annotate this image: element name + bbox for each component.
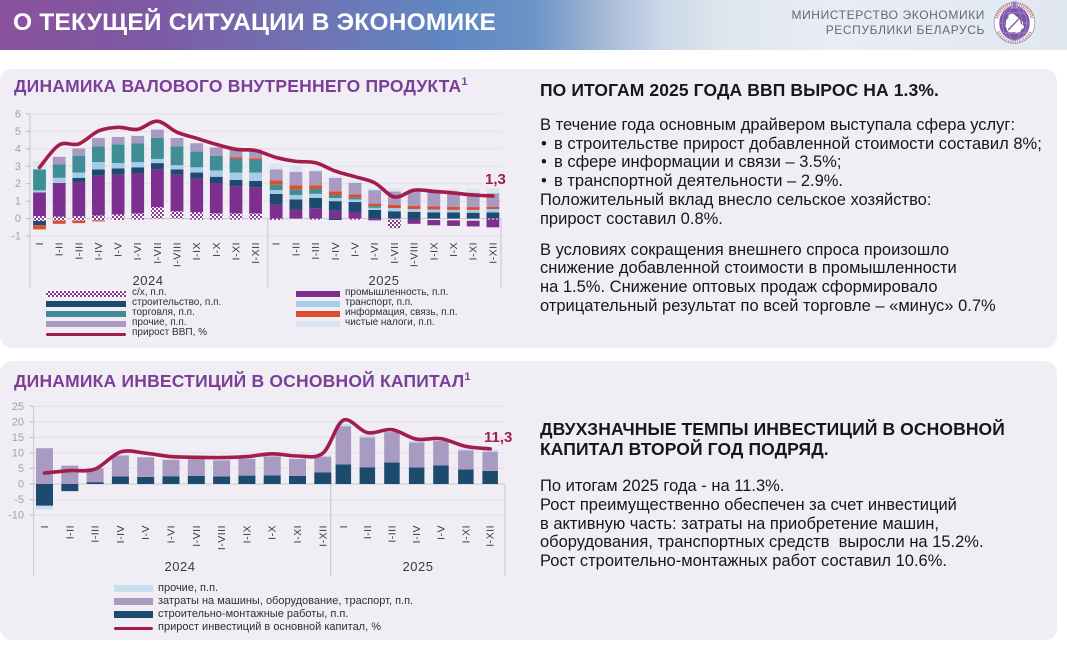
svg-text:0: 0 [18,479,24,491]
svg-text:11,3: 11,3 [484,429,512,446]
svg-text:I-VI: I-VI [132,242,144,260]
svg-text:5: 5 [18,463,24,475]
svg-text:I-VI: I-VI [166,525,178,543]
svg-text:I-XI: I-XI [468,242,480,260]
svg-text:-5: -5 [14,494,24,506]
svg-text:I-II: I-II [64,525,76,539]
svg-text:6: 6 [15,108,21,120]
svg-text:I-IV: I-IV [411,525,423,543]
svg-text:I-V: I-V [436,525,448,540]
svg-text:I-VII: I-VII [191,525,203,547]
svg-text:I-XII: I-XII [250,242,262,264]
svg-text:I: I [338,525,350,528]
svg-text:0: 0 [15,213,21,225]
svg-text:I-XI: I-XI [231,242,243,260]
svg-text:I-VI: I-VI [369,242,381,260]
svg-text:3: 3 [15,161,21,173]
svg-text:15: 15 [12,432,24,444]
svg-text:5: 5 [15,126,21,138]
svg-text:2025: 2025 [369,273,400,288]
svg-text:I-IX: I-IX [191,242,203,260]
svg-text:I-VIII: I-VIII [409,242,421,267]
svg-text:I-II: I-II [54,242,66,256]
svg-text:4: 4 [15,143,21,155]
svg-text:I-IX: I-IX [428,242,440,260]
svg-text:I-V: I-V [113,242,125,257]
svg-text:2: 2 [15,178,21,190]
svg-text:2024: 2024 [165,559,196,574]
svg-text:I-X: I-X [267,525,279,540]
svg-text:I-III: I-III [387,525,399,543]
svg-text:-1: -1 [11,231,21,243]
svg-text:I-IX: I-IX [241,525,253,543]
svg-text:I-VII: I-VII [152,242,164,264]
svg-text:I: I [271,242,283,245]
svg-text:I-III: I-III [90,525,102,543]
svg-text:I-XI: I-XI [460,525,472,543]
svg-text:I-IV: I-IV [115,525,127,543]
svg-text:I-VIII: I-VIII [172,242,184,267]
svg-text:I-X: I-X [448,242,460,257]
svg-text:1: 1 [15,196,21,208]
svg-text:I-III: I-III [73,242,85,260]
svg-text:I-IV: I-IV [330,242,342,260]
svg-text:20: 20 [12,416,24,428]
svg-text:I-XII: I-XII [317,525,329,547]
svg-text:I-XII: I-XII [487,242,499,264]
svg-text:2024: 2024 [133,273,164,288]
svg-text:I-II: I-II [290,242,302,256]
svg-text:I-II: I-II [362,525,374,539]
svg-text:I-V: I-V [350,242,362,257]
svg-text:I: I [39,525,51,528]
svg-text:I-IV: I-IV [93,242,105,260]
svg-text:2025: 2025 [403,559,434,574]
svg-text:I-X: I-X [211,242,223,257]
svg-text:I-VIII: I-VIII [216,525,228,550]
svg-text:I-III: I-III [310,242,322,260]
svg-text:I-XI: I-XI [292,525,304,543]
svg-text:1,3: 1,3 [485,171,506,188]
svg-text:I-XII: I-XII [485,525,497,547]
svg-text:I: I [34,242,46,245]
svg-text:I-VII: I-VII [389,242,401,264]
svg-text:25: 25 [12,401,24,413]
svg-text:10: 10 [12,447,24,459]
svg-text:I-V: I-V [140,525,152,540]
svg-text:-10: -10 [8,510,24,522]
